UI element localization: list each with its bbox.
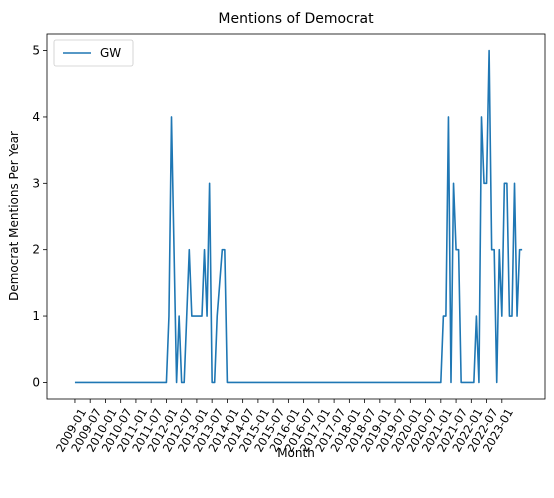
legend: GW: [54, 40, 133, 66]
y-axis-label: Democrat Mentions Per Year: [7, 131, 21, 301]
y-tick-label: 4: [32, 110, 40, 124]
legend-label: GW: [100, 46, 121, 60]
y-tick-label: 2: [32, 243, 40, 257]
y-tick-label: 3: [32, 176, 40, 190]
chart-title: Mentions of Democrat: [218, 11, 374, 27]
y-tick-label: 1: [32, 309, 40, 323]
x-axis-label: Month: [277, 446, 315, 460]
y-tick-label: 0: [32, 375, 40, 389]
y-tick-label: 5: [32, 44, 40, 58]
